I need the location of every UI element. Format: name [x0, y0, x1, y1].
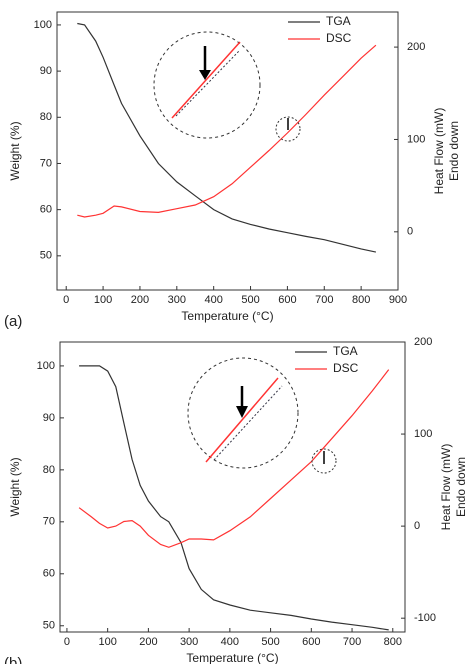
x-tick-label: 0	[64, 636, 70, 648]
x-tick-label: 300	[168, 294, 186, 306]
y-tick-label: 50	[40, 250, 52, 262]
x-tick-label: 600	[278, 294, 296, 306]
zoom-tangent	[175, 49, 241, 117]
y2-tick-label: 200	[407, 41, 425, 53]
legend-label: TGA	[333, 344, 358, 358]
x-tick-label: 900	[389, 294, 407, 306]
panel-label: (a)	[4, 313, 22, 330]
series-line	[78, 369, 390, 548]
x-axis-label: Temperature (°C)	[181, 309, 273, 323]
y2-axis-label: Endo down	[454, 457, 468, 517]
x-axis-label: Temperature (°C)	[186, 651, 278, 664]
plot-frame	[56, 11, 399, 291]
y-tick-label: 60	[43, 568, 55, 580]
zoom-circle	[153, 31, 261, 139]
y-tick-label: 70	[40, 157, 52, 169]
x-tick-label: 100	[98, 636, 116, 648]
series-line	[79, 365, 389, 631]
y2-tick-label: 200	[414, 336, 432, 348]
x-tick-label: 200	[131, 294, 149, 306]
y-tick-label: 80	[40, 111, 52, 123]
zoom-line	[171, 41, 241, 119]
series-line	[77, 22, 377, 253]
y-tick-label: 100	[37, 360, 55, 372]
x-tick-label: 200	[139, 636, 157, 648]
y2-tick-label: -100	[414, 612, 436, 624]
x-tick-label: 600	[302, 636, 320, 648]
y2-tick-label: 0	[414, 520, 420, 532]
y-tick-label: 70	[43, 516, 55, 528]
series-line	[77, 44, 377, 218]
inset-decorations	[153, 31, 337, 474]
y2-tick-label: 100	[407, 133, 425, 145]
zoom-arrowhead	[236, 406, 248, 418]
y-tick-label: 50	[43, 620, 55, 632]
y-tick-label: 80	[43, 464, 55, 476]
x-tick-label: 400	[221, 636, 239, 648]
small-circle	[311, 448, 337, 474]
y-axis-label: Weight (%)	[8, 457, 22, 516]
zoom-tangent	[213, 385, 283, 461]
y-tick-label: 100	[34, 19, 52, 31]
y2-tick-label: 0	[407, 226, 413, 238]
x-tick-label: 500	[261, 636, 279, 648]
y-tick-label: 60	[40, 204, 52, 216]
zoom-line	[205, 377, 279, 463]
x-tick-label: 100	[94, 294, 112, 306]
y-tick-label: 90	[43, 412, 55, 424]
legend-label: TGA	[326, 14, 351, 28]
plot-frame	[59, 341, 406, 633]
x-tick-label: 300	[180, 636, 198, 648]
x-tick-label: 0	[63, 294, 69, 306]
y2-axis-label: Heat Flow (mW)	[439, 444, 453, 531]
y-tick-label: 90	[40, 65, 52, 77]
panel-label: (b)	[4, 655, 22, 664]
x-tick-label: 700	[343, 636, 361, 648]
legend-label: DSC	[326, 31, 352, 45]
small-circle	[275, 116, 301, 142]
zoom-arrowhead	[199, 70, 211, 80]
y-axis-label: Weight (%)	[8, 121, 22, 180]
x-tick-label: 800	[352, 294, 370, 306]
y2-axis-label: Endo down	[447, 121, 461, 181]
x-tick-label: 800	[384, 636, 402, 648]
zoom-circle	[187, 357, 299, 469]
x-tick-label: 500	[241, 294, 259, 306]
legend-label: DSC	[333, 361, 359, 375]
y2-axis-label: Heat Flow (mW)	[432, 108, 446, 195]
x-tick-label: 700	[315, 294, 333, 306]
y2-tick-label: 100	[414, 428, 432, 440]
x-tick-label: 400	[204, 294, 222, 306]
